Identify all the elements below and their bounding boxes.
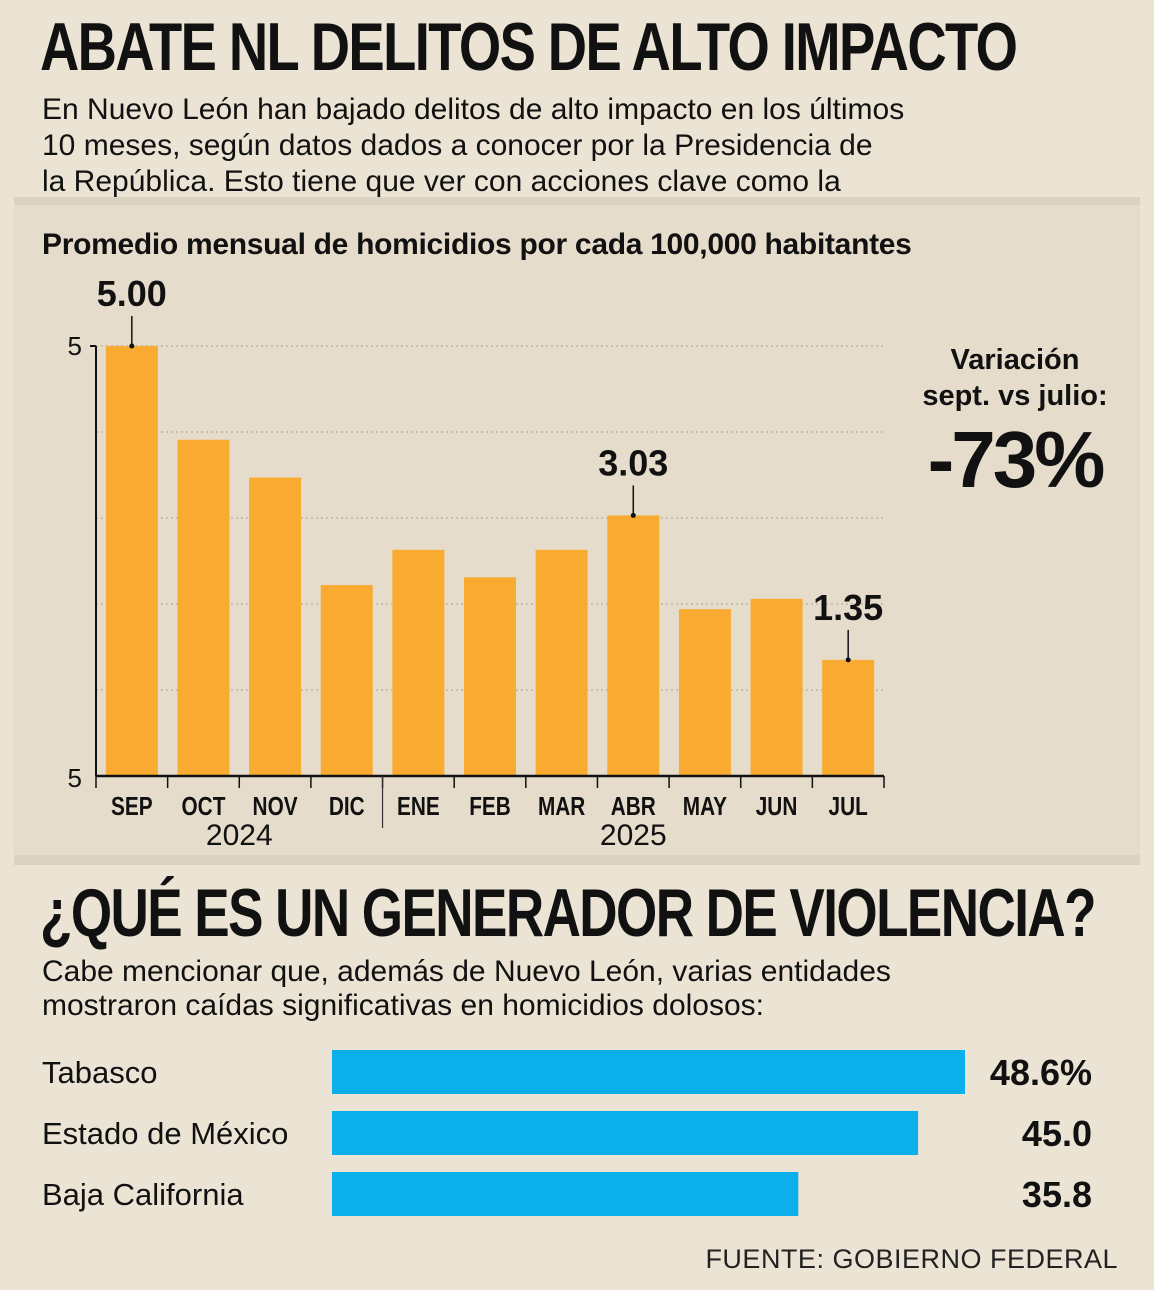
x-tick-label: OCT bbox=[182, 792, 226, 821]
year-label: 2024 bbox=[206, 819, 273, 852]
main-title: ABATE NL DELITOS DE ALTO IMPACTO bbox=[40, 9, 1018, 85]
bar-jul bbox=[822, 659, 875, 776]
section2-title: ¿QUÉ ES UN GENERADOR DE VIOLENCIA? bbox=[40, 875, 1097, 951]
x-tick-label: DIC bbox=[329, 792, 365, 821]
intro-text: En Nuevo León han bajado delitos de alto… bbox=[42, 92, 1132, 200]
x-tick-label: MAY bbox=[683, 792, 728, 821]
variation-label: sept. vs julio: bbox=[922, 380, 1108, 412]
hbar-value-estado-de-m-xico: 45.0 bbox=[1022, 1113, 1092, 1154]
data-label-jul: 1.35 bbox=[813, 587, 883, 628]
chart-title: Promedio mensual de homicidios por cada … bbox=[42, 228, 912, 261]
x-tick-label: JUL bbox=[829, 792, 868, 821]
intro-line: En Nuevo León han bajado delitos de alto… bbox=[42, 93, 905, 126]
hbar-value-baja-california: 35.8 bbox=[1022, 1174, 1092, 1215]
state-label-tabasco: Tabasco bbox=[42, 1055, 157, 1090]
y-tick-label: 5 bbox=[68, 331, 82, 361]
bar-feb bbox=[464, 577, 516, 776]
x-tick-label: ABR bbox=[611, 792, 656, 821]
bar-mar bbox=[535, 549, 588, 776]
hbar-tabasco bbox=[332, 1050, 965, 1094]
intro-line: la República. Esto tiene que ver con acc… bbox=[42, 165, 841, 198]
x-tick-label: FEB bbox=[469, 792, 511, 821]
data-label-sep: 5.00 bbox=[97, 273, 167, 314]
hbar-estado-de-m-xico bbox=[332, 1111, 919, 1155]
header-section: ABATE NL DELITOS DE ALTO IMPACTO En Nuev… bbox=[0, 0, 1154, 205]
y-tick-label: 5 bbox=[68, 763, 82, 793]
state-label-baja-california: Baja California bbox=[42, 1177, 244, 1212]
year-label: 2025 bbox=[600, 819, 667, 852]
x-tick-label: SEP bbox=[111, 792, 153, 821]
x-tick-label: ENE bbox=[397, 792, 440, 821]
x-tick-label: NOV bbox=[253, 792, 298, 821]
data-label-dot bbox=[129, 343, 135, 349]
x-tick-label: JUN bbox=[756, 792, 798, 821]
state-label-estado-de-m-xico: Estado de México bbox=[42, 1116, 288, 1151]
bar-jun bbox=[750, 598, 803, 776]
bar-sep bbox=[105, 346, 158, 776]
source-credit: FUENTE: GOBIERNO FEDERAL bbox=[705, 1244, 1118, 1274]
intro-line: 10 meses, según datos dados a conocer po… bbox=[42, 129, 873, 162]
bar-ene bbox=[392, 549, 445, 776]
intro-line: mostraron caídas significativas en homic… bbox=[42, 989, 765, 1022]
hbar-baja-california bbox=[332, 1172, 799, 1216]
intro-line: Cabe mencionar que, además de Nuevo León… bbox=[42, 955, 891, 988]
bar-dic bbox=[320, 585, 373, 776]
variation-value: -73% bbox=[927, 415, 1106, 504]
section2-intro: Cabe mencionar que, además de Nuevo León… bbox=[42, 955, 1122, 1023]
data-label-dot bbox=[845, 657, 851, 663]
bar-oct bbox=[177, 439, 230, 776]
hbar-value-tabasco: 48.6% bbox=[990, 1052, 1092, 1093]
x-tick-label: MAR bbox=[538, 792, 585, 821]
variation-callout: Variación sept. vs julio: -73% bbox=[900, 342, 1130, 502]
bar-nov bbox=[249, 477, 302, 776]
variation-label: Variación bbox=[950, 344, 1080, 376]
section-divider bbox=[14, 855, 1140, 865]
bar-may bbox=[678, 609, 731, 776]
data-label-abr: 3.03 bbox=[598, 442, 668, 483]
data-label-dot bbox=[630, 512, 636, 518]
section-divider bbox=[14, 197, 1140, 207]
bar-abr bbox=[607, 515, 660, 776]
